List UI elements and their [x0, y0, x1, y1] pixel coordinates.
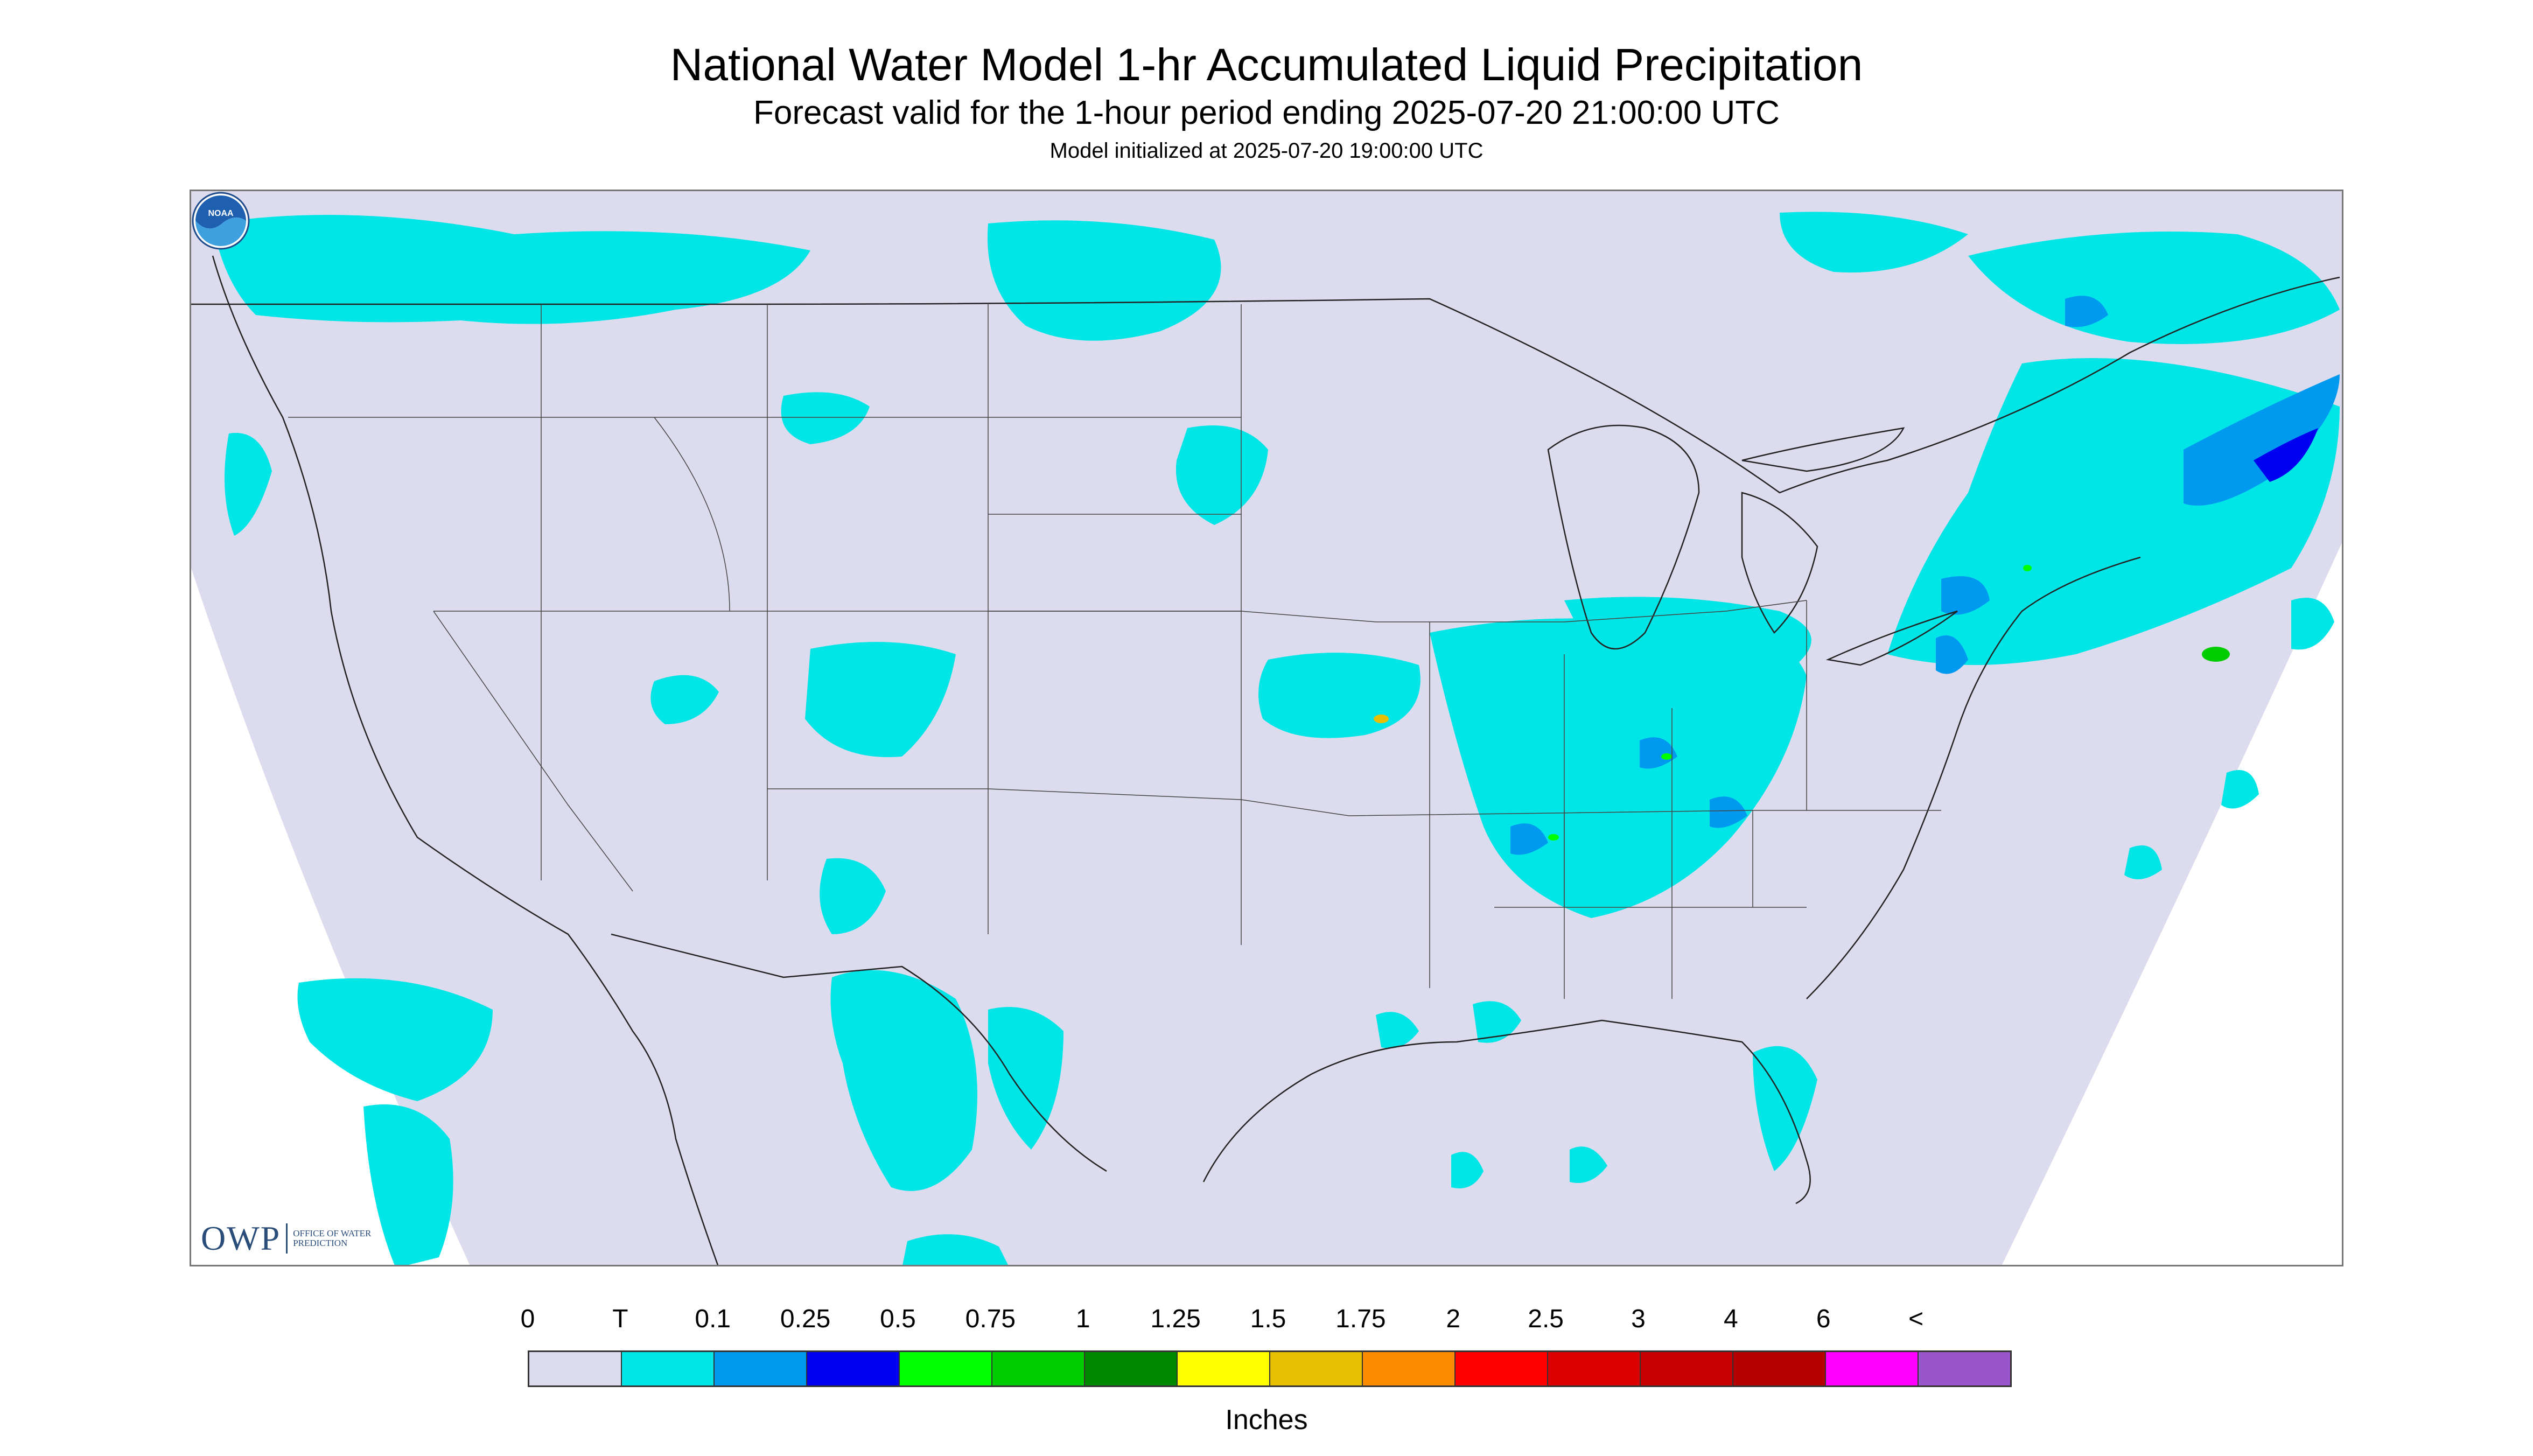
legend-color-swatch	[1270, 1352, 1363, 1385]
legend-label: 6	[1816, 1305, 1831, 1333]
precip-light-areas	[1510, 296, 2340, 855]
legend-label: 1.25	[1150, 1305, 1201, 1333]
precip-heavy-spots	[1374, 428, 2318, 841]
owp-logo: OWP OFFICE OF WATER PREDICTION	[201, 1219, 374, 1258]
legend-color-swatch	[1641, 1352, 1733, 1385]
noaa-logo-text: NOAA	[208, 209, 234, 218]
legend-color-swatch	[622, 1352, 715, 1385]
legend-color-swatch	[1919, 1352, 2010, 1385]
legend-label: 2	[1446, 1305, 1461, 1333]
legend-label: <	[1908, 1305, 1924, 1333]
legend-color-bar	[528, 1350, 2012, 1387]
map-title: National Water Model 1-hr Accumulated Li…	[670, 39, 1863, 90]
noaa-logo-icon: NOAA	[192, 192, 250, 250]
legend-color-swatch	[992, 1352, 1085, 1385]
legend-label: 0.25	[780, 1305, 831, 1333]
precipitation-map: OWP OFFICE OF WATER PREDICTION NOAA	[190, 190, 2343, 1266]
coastlines	[212, 255, 2141, 1265]
legend-color-swatch	[1178, 1352, 1270, 1385]
legend-color-swatch	[807, 1352, 900, 1385]
country-borders	[191, 276, 2340, 1172]
legend-color-swatch	[1548, 1352, 1641, 1385]
legend-color-swatch	[715, 1352, 807, 1385]
precip-trace-areas	[213, 212, 2340, 1265]
legend-label: 3	[1631, 1305, 1646, 1333]
legend-color-swatch	[1456, 1352, 1548, 1385]
legend-color-swatch	[529, 1352, 622, 1385]
legend-color-swatch	[900, 1352, 992, 1385]
owp-logo-mark: OWP	[201, 1219, 281, 1257]
legend-color-swatch	[1363, 1352, 1456, 1385]
legend-label: 0	[520, 1305, 535, 1333]
legend-units: Inches	[1225, 1404, 1308, 1436]
forecast-valid-subtitle: Forecast valid for the 1-hour period end…	[753, 94, 1780, 131]
legend-label: 1.75	[1335, 1305, 1386, 1333]
legend-label: 0.1	[695, 1305, 731, 1333]
outside-domain-right	[2002, 543, 2342, 1265]
legend-label: 0.75	[965, 1305, 1016, 1333]
legend-label: 0.5	[880, 1305, 916, 1333]
owp-logo-text: OFFICE OF WATER PREDICTION	[293, 1228, 372, 1248]
outside-domain-left	[191, 568, 470, 1265]
legend-color-swatch	[1826, 1352, 1919, 1385]
legend-labels: 0 T 0.1 0.25 0.5 0.75 1 1.25 1.5 1.75 2 2.5 3 4 6 <	[521, 1303, 2014, 1341]
legend-label: 2.5	[1528, 1305, 1564, 1333]
legend-color-swatch	[1085, 1352, 1178, 1385]
legend-label: 1	[1075, 1305, 1090, 1333]
state-borders	[288, 304, 1941, 999]
legend-label: 4	[1724, 1305, 1738, 1333]
model-init-note: Model initialized at 2025-07-20 19:00:00…	[1049, 139, 1484, 163]
legend-label: T	[612, 1305, 628, 1333]
legend-color-swatch	[1733, 1352, 1826, 1385]
legend-label: 1.5	[1250, 1305, 1286, 1333]
owp-logo-divider	[286, 1223, 288, 1254]
